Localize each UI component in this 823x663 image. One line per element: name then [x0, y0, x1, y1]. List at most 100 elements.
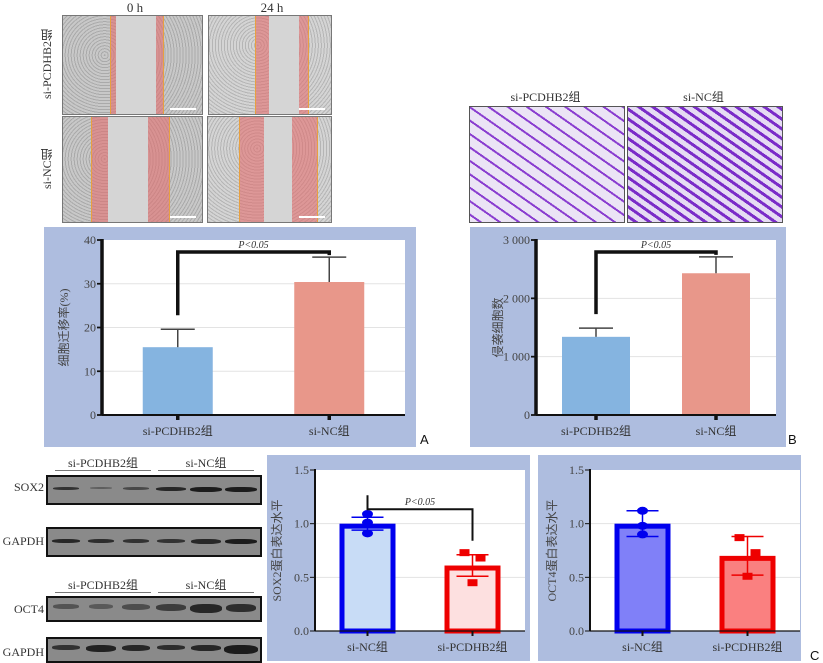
y-tick-label: 2 000: [503, 291, 530, 305]
row-label-nc: si-NC组: [40, 148, 54, 190]
blot-group-label-pcdhb2-2: si-PCDHB2组: [67, 578, 138, 592]
bar: [294, 282, 365, 415]
data-point: [475, 554, 486, 562]
blot-band: [121, 604, 150, 610]
y-axis-label: 侵袭细胞数: [490, 297, 505, 357]
x-tick-label: si-NC组: [622, 640, 663, 654]
data-point: [459, 549, 470, 557]
blot-band: [122, 487, 149, 490]
wound-image-nc-0h: [62, 116, 203, 223]
data-point: [637, 506, 648, 515]
blot-oct4: [46, 596, 262, 622]
blot-band: [88, 604, 113, 609]
y-tick-label: 10: [84, 364, 96, 378]
y-tick-label: 0.0: [569, 624, 584, 638]
blot-group-label-pcdhb2: si-PCDHB2组: [67, 456, 138, 470]
blot-band: [225, 539, 258, 544]
blot-band: [121, 645, 150, 651]
blot-band: [87, 539, 114, 543]
row-label-pcdhb2: si-PCDHB2组: [40, 29, 54, 100]
invasion-chart: 0 1 000 2 000 3 000 侵袭细胞数 si-PCDHB2组 si-NC组 P<0…: [490, 233, 776, 438]
blot-band: [225, 487, 258, 492]
y-axis-label: SOX2蛋白表达水平: [269, 499, 284, 601]
significance-bracket: [176, 250, 331, 316]
bar: [142, 347, 213, 415]
scale-bar: [299, 108, 325, 110]
blot-band: [89, 487, 112, 489]
significance-bracket: [594, 250, 718, 315]
wound-image-pcdhb2-0h: [62, 15, 203, 115]
blot-band: [52, 604, 79, 609]
blot-band: [224, 645, 259, 654]
y-tick-label: 1.5: [569, 463, 584, 477]
blot-band: [85, 645, 116, 652]
data-point: [362, 518, 373, 527]
y-tick-label: 20: [84, 321, 96, 335]
data-point: [734, 534, 745, 542]
x-tick-label: si-PCDHB2组: [712, 640, 782, 654]
x-tick-label: si-PCDHB2组: [561, 424, 631, 438]
wound-image-pcdhb2-24h: [208, 15, 332, 115]
y-tick-label: 0.0: [294, 624, 309, 638]
group-underline: [158, 592, 254, 593]
bar: [339, 523, 396, 634]
data-point: [467, 579, 478, 587]
y-tick-label: 1.5: [294, 463, 309, 477]
data-point: [637, 530, 648, 539]
blot-group-label-nc: si-NC组: [185, 456, 227, 470]
wound-image-nc-24h: [207, 116, 332, 223]
blot-gapdh-1: [46, 527, 262, 557]
significance-label: P<0.05: [237, 240, 268, 251]
data-point: [637, 521, 648, 530]
scale-bar: [299, 216, 325, 218]
oct4-chart: 0.0 0.5 1.0 1.5 OCT4蛋白表达水平 si-NC组 si-PCDHB2组: [544, 463, 800, 654]
x-tick-label: si-PCDHB2组: [143, 424, 213, 438]
scale-bar: [170, 108, 196, 110]
sox2-chart: 0.0 0.5 1.0 1.5 SOX2蛋白表达水平 si-NC组 si-PCDHB2组 P<…: [269, 463, 525, 654]
blot-band: [157, 645, 186, 650]
blot-band: [157, 539, 186, 543]
blot-band: [51, 645, 80, 650]
bar: [562, 336, 630, 415]
data-point: [362, 510, 373, 519]
y-axis-label: OCT4蛋白表达水平: [544, 499, 559, 601]
group-underline: [55, 470, 151, 471]
x-tick-label: si-NC组: [696, 424, 737, 438]
data-point: [742, 572, 753, 580]
transwell-image-pcdhb2: [469, 106, 625, 223]
blot-band: [122, 539, 149, 543]
bar: [682, 273, 750, 415]
blot-band: [191, 539, 222, 544]
migration-chart: 0 10 20 30 40 细胞迁移率(%) si-PCDHB2组 si-NC组 P<0.05: [56, 233, 405, 438]
x-tick-label: si-PCDHB2组: [437, 640, 507, 654]
significance-label: P<0.05: [404, 497, 435, 508]
significance-label: P<0.05: [640, 240, 671, 251]
blot-band: [52, 487, 79, 490]
group-underline: [55, 592, 151, 593]
y-tick-label: 40: [84, 233, 96, 247]
blot-band: [190, 487, 223, 492]
y-tick-label: 0: [90, 408, 96, 422]
blot-sox2: [46, 475, 262, 505]
blot-band: [156, 487, 187, 491]
blot-label-gapdh-2: GAPDH: [2, 645, 44, 659]
group-underline: [158, 470, 254, 471]
col-header-nc: si-NC组: [683, 90, 724, 104]
bar: [444, 565, 501, 634]
blot-label-gapdh-1: GAPDH: [2, 534, 44, 548]
blot-group-label-nc-2: si-NC组: [185, 578, 227, 592]
blot-band: [190, 604, 223, 613]
blot-band: [156, 604, 187, 611]
blot-gapdh-2: [46, 637, 262, 663]
x-tick-label: si-NC组: [347, 640, 388, 654]
blot-band: [226, 604, 257, 612]
y-tick-label: 0.5: [294, 570, 309, 584]
panel-letter-a: A: [420, 432, 429, 447]
x-tick-label: si-NC组: [309, 424, 350, 438]
significance-bracket: [366, 495, 474, 541]
scale-bar: [170, 216, 196, 218]
y-tick-label: 30: [84, 277, 96, 291]
transwell-image-nc: [627, 106, 783, 223]
y-tick-label: 0.5: [569, 570, 584, 584]
col-header-0h: 0 h: [126, 0, 144, 15]
